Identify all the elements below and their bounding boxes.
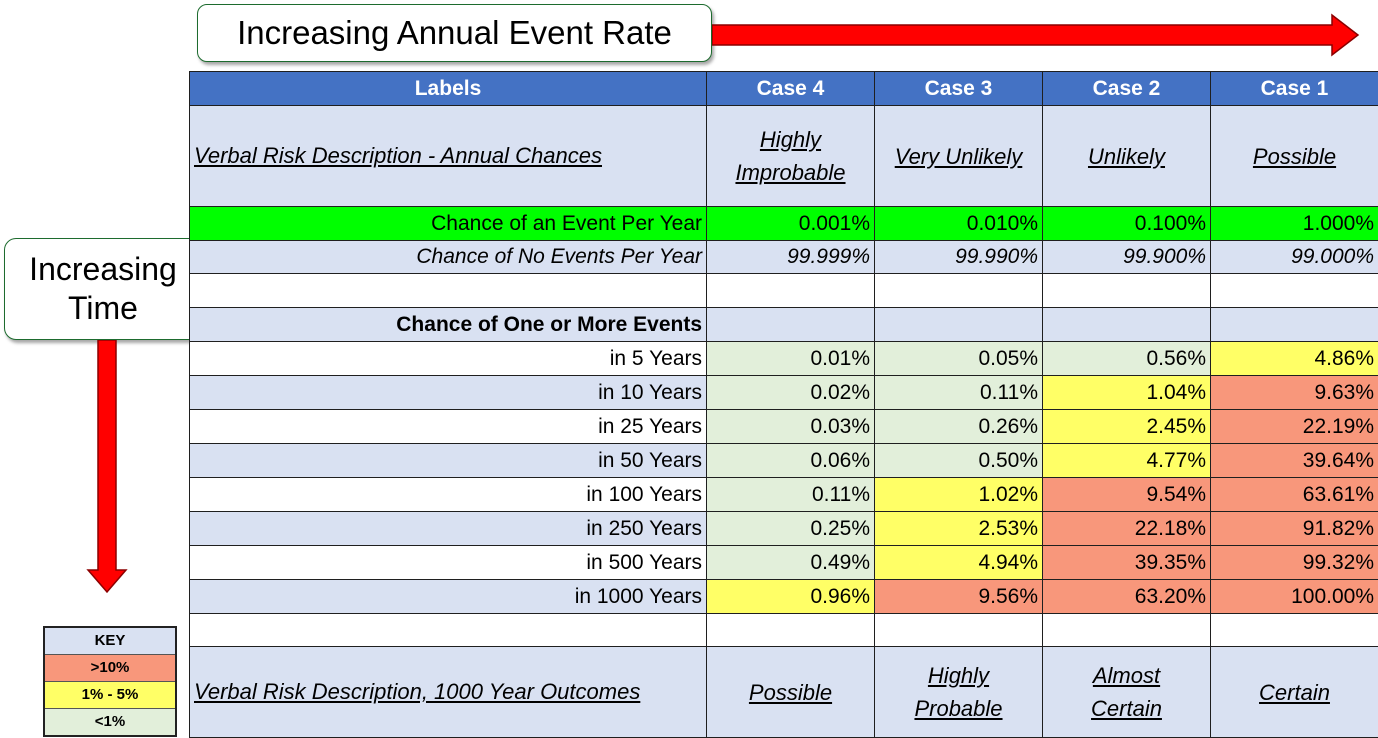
row-label: in 250 Years	[190, 512, 707, 546]
row-label: in 1000 Years	[190, 580, 707, 614]
row-value: 0.05%	[875, 342, 1043, 376]
event-per-year-row: Chance of an Event Per Year 0.001% 0.010…	[190, 207, 1378, 241]
row-value: 63.61%	[1211, 478, 1378, 512]
row-label: in 50 Years	[190, 444, 707, 478]
row-value: 0.11%	[875, 376, 1043, 410]
row-value: 4.77%	[1043, 444, 1211, 478]
event-per-year-label: Chance of an Event Per Year	[190, 207, 707, 241]
no-events-label: Chance of No Events Per Year	[190, 241, 707, 274]
annual-rate-callout-text: Increasing Annual Event Rate	[237, 14, 672, 52]
key-title: KEY	[45, 628, 175, 654]
risk-table: Labels Case 4 Case 3 Case 2 Case 1 Verba…	[189, 71, 1378, 738]
row-value: 1.02%	[875, 478, 1043, 512]
row-value: 100.00%	[1211, 580, 1378, 614]
event-per-year-case-4: 0.001%	[707, 207, 875, 241]
verbal-annual-case-2: Unlikely	[1043, 106, 1211, 207]
time-callout-line2: Time	[68, 289, 138, 328]
row-value: 91.82%	[1211, 512, 1378, 546]
no-events-case-4: 99.999%	[707, 241, 875, 274]
verbal-1000-row: Verbal Risk Description, 1000 Year Outco…	[190, 647, 1378, 738]
time-callout-line1: Increasing	[29, 250, 177, 289]
down-arrow-icon	[86, 340, 128, 596]
spacer-row	[190, 274, 1378, 308]
verbal-1000-case-1: Certain	[1211, 647, 1378, 738]
annual-rate-callout: Increasing Annual Event Rate	[197, 4, 712, 62]
row-value: 2.53%	[875, 512, 1043, 546]
row-value: 39.35%	[1043, 546, 1211, 580]
row-value: 0.03%	[707, 410, 875, 444]
header-row: Labels Case 4 Case 3 Case 2 Case 1	[190, 72, 1378, 106]
row-label: in 10 Years	[190, 376, 707, 410]
header-case-3: Case 3	[875, 72, 1043, 106]
row-value: 0.96%	[707, 580, 875, 614]
row-value: 1.04%	[1043, 376, 1211, 410]
verbal-annual-label: Verbal Risk Description - Annual Chances	[190, 106, 707, 207]
header-case-4: Case 4	[707, 72, 875, 106]
event-per-year-case-3: 0.010%	[875, 207, 1043, 241]
spacer-row-bottom	[190, 614, 1378, 647]
row-value: 0.26%	[875, 410, 1043, 444]
row-value: 0.01%	[707, 342, 875, 376]
row-value: 22.18%	[1043, 512, 1211, 546]
key-item-mid: 1% - 5%	[45, 681, 175, 708]
verbal-1000-label: Verbal Risk Description, 1000 Year Outco…	[190, 647, 707, 738]
event-per-year-case-1: 1.000%	[1211, 207, 1378, 241]
row-value: 39.64%	[1211, 444, 1378, 478]
row-value: 2.45%	[1043, 410, 1211, 444]
section-title-row: Chance of One or More Events	[190, 308, 1378, 342]
section-title: Chance of One or More Events	[190, 308, 707, 342]
row-value: 22.19%	[1211, 410, 1378, 444]
row-value: 4.86%	[1211, 342, 1378, 376]
time-callout: Increasing Time	[4, 238, 202, 340]
verbal-annual-row: Verbal Risk Description - Annual Chances…	[190, 106, 1378, 207]
row-value: 0.50%	[875, 444, 1043, 478]
row-label: in 100 Years	[190, 478, 707, 512]
row-value: 9.63%	[1211, 376, 1378, 410]
row-value: 0.06%	[707, 444, 875, 478]
event-per-year-case-2: 0.100%	[1043, 207, 1211, 241]
header-case-1: Case 1	[1211, 72, 1378, 106]
row-value: 9.56%	[875, 580, 1043, 614]
row-value: 0.25%	[707, 512, 875, 546]
verbal-annual-case-3: Very Unlikely	[875, 106, 1043, 207]
row-value: 63.20%	[1043, 580, 1211, 614]
row-value: 9.54%	[1043, 478, 1211, 512]
key-item-high: >10%	[45, 654, 175, 681]
verbal-1000-case-4: Possible	[707, 647, 875, 738]
no-events-case-1: 99.000%	[1211, 241, 1378, 274]
no-events-case-2: 99.900%	[1043, 241, 1211, 274]
header-labels: Labels	[190, 72, 707, 106]
row-value: 0.56%	[1043, 342, 1211, 376]
row-value: 4.94%	[875, 546, 1043, 580]
key-item-low: <1%	[45, 708, 175, 735]
row-value: 0.02%	[707, 376, 875, 410]
right-arrow-icon	[712, 13, 1362, 57]
color-key: KEY >10% 1% - 5% <1%	[43, 626, 177, 737]
no-events-case-3: 99.990%	[875, 241, 1043, 274]
row-value: 99.32%	[1211, 546, 1378, 580]
verbal-annual-case-1: Possible	[1211, 106, 1378, 207]
row-label: in 5 Years	[190, 342, 707, 376]
header-case-2: Case 2	[1043, 72, 1211, 106]
row-label: in 500 Years	[190, 546, 707, 580]
row-value: 0.11%	[707, 478, 875, 512]
row-label: in 25 Years	[190, 410, 707, 444]
row-value: 0.49%	[707, 546, 875, 580]
no-events-row: Chance of No Events Per Year 99.999% 99.…	[190, 241, 1378, 274]
